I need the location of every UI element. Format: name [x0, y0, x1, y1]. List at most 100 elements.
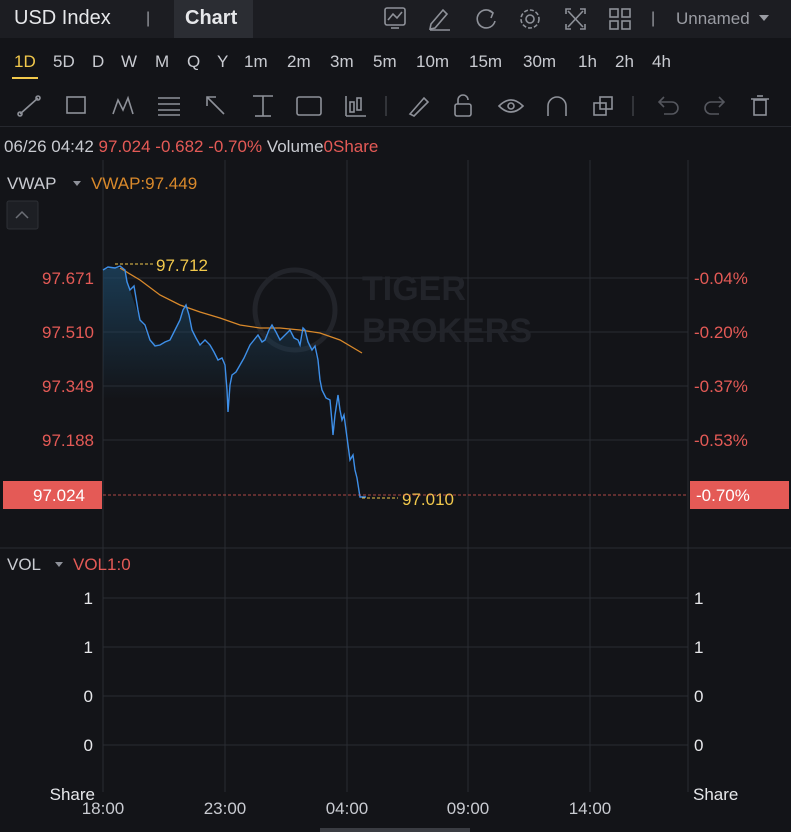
tool-redo[interactable] — [704, 96, 726, 115]
pct-tick-label: -0.53% — [694, 431, 748, 450]
info-line: 06/26 04:42 97.024 -0.682 -0.70% Volume0… — [4, 137, 378, 157]
high-label: 97.712 — [156, 256, 208, 275]
tool-pen[interactable] — [408, 96, 430, 117]
volume-tick-label: 0 — [84, 736, 93, 755]
volume-tick-label: 0 — [694, 687, 703, 706]
timeframe-button[interactable]: 10m — [416, 52, 450, 71]
info-price: 97.024 — [98, 137, 151, 156]
timeframe-button[interactable]: 1D — [14, 52, 36, 71]
tool-bars[interactable] — [345, 96, 366, 117]
volume-tick-label: 0 — [694, 736, 703, 755]
volume-dropdown[interactable] — [55, 562, 63, 567]
volume-tick-label: 1 — [84, 638, 93, 657]
tool-pattern[interactable] — [112, 95, 134, 115]
separator: | — [651, 10, 656, 27]
timeframe-button[interactable]: 5m — [373, 52, 397, 71]
layout-name[interactable]: Unnamed — [676, 9, 750, 28]
volume-indicator-name[interactable]: VOL — [7, 555, 41, 574]
pct-tick-label: -0.20% — [694, 323, 748, 342]
volume-indicator-value: VOL1:0 — [73, 555, 131, 574]
price-tick-label: 97.188 — [42, 431, 94, 450]
tool-measure[interactable] — [253, 95, 273, 117]
dropdown-arrow — [759, 15, 769, 21]
symbol-title: USD Index — [14, 7, 111, 29]
tool-rect[interactable] — [66, 96, 86, 114]
current-price-box — [3, 481, 102, 509]
timeframe-button[interactable]: 3m — [330, 52, 354, 71]
grid — [102, 160, 688, 792]
tool-fib[interactable] — [158, 97, 180, 116]
icon-settings[interactable] — [520, 9, 540, 29]
toolbar-icons — [17, 94, 769, 117]
timeframe-button[interactable]: 1h — [578, 52, 597, 71]
info-change-pct: -0.70% — [208, 137, 263, 156]
tool-arrow[interactable] — [206, 96, 225, 115]
scrollbar[interactable] — [320, 828, 470, 832]
info-volume-label: Volume — [266, 137, 324, 156]
tool-line[interactable] — [17, 95, 41, 117]
indicator-name[interactable]: VWAP — [7, 174, 56, 193]
timeframe-button[interactable]: D — [92, 52, 105, 71]
tool-magnet[interactable] — [547, 96, 567, 116]
separator: | — [146, 10, 151, 27]
indicator-dropdown[interactable] — [73, 181, 81, 186]
watermark: BROKERS — [362, 312, 532, 350]
chart-area: TIGER BROKERS 97.712 97.010 97.024 -0.70… — [0, 160, 791, 832]
icon-refresh[interactable] — [476, 9, 496, 29]
pct-tick-label: -0.04% — [694, 269, 748, 288]
price-line — [102, 265, 366, 498]
chart-tab[interactable]: Chart — [174, 0, 253, 38]
active-underline — [12, 77, 38, 79]
watermark: TIGER — [362, 270, 466, 308]
timeframe-button[interactable]: M — [155, 52, 170, 71]
collapse-icon — [15, 210, 29, 219]
tool-undo[interactable] — [657, 96, 679, 115]
icon-layout[interactable] — [609, 8, 631, 30]
time-tick-label: 04:00 — [326, 799, 369, 818]
timeframe-button[interactable]: Q — [187, 52, 201, 71]
icon-draw[interactable] — [428, 8, 450, 31]
timeframe-button[interactable]: Y — [217, 52, 229, 71]
price-tick-label: 97.671 — [42, 269, 94, 288]
volume-tick-label: 1 — [694, 589, 703, 608]
timeframe-button[interactable]: 4h — [652, 52, 671, 71]
low-label: 97.010 — [402, 490, 454, 509]
header-icons — [384, 7, 631, 31]
timeframe-button[interactable]: 2h — [615, 52, 634, 71]
tool-eye[interactable] — [497, 99, 525, 113]
header: USD Index | Chart | Unnamed — [0, 0, 791, 38]
pct-tick-label: -0.37% — [694, 377, 748, 396]
icon-indicators[interactable] — [384, 7, 406, 29]
volume-tick-label: 1 — [84, 589, 93, 608]
timeframe-button[interactable]: 5D — [53, 52, 75, 71]
tool-lock[interactable] — [454, 94, 472, 117]
timeframe-button[interactable]: 2m — [287, 52, 311, 71]
tool-text[interactable] — [296, 96, 322, 116]
toolbar — [0, 86, 791, 127]
timeframe-button[interactable]: 1m — [244, 52, 268, 71]
timeframe-button[interactable]: 30m — [523, 52, 557, 71]
volume-tick-label: 0 — [84, 687, 93, 706]
timeframe-button[interactable]: W — [121, 52, 138, 71]
price-tick-label: 97.510 — [42, 323, 94, 342]
info-volume: 0Share — [323, 137, 379, 156]
icon-fullscreen[interactable] — [565, 8, 586, 30]
time-tick-label: 18:00 — [82, 799, 125, 818]
timeframe-bar: 1D 5D D W M Q Y 1m 2m 3m 5m 10m 15m 30m 1h 2h 4h — [0, 44, 791, 80]
info-time: 06/26 04:42 — [4, 137, 94, 156]
volume-unit-right: Share — [693, 785, 738, 804]
current-pct-box — [690, 481, 789, 509]
current-pct: -0.70% — [696, 486, 750, 505]
chart-tab-label: Chart — [185, 7, 238, 29]
timeframe-button[interactable]: 15m — [469, 52, 503, 71]
time-tick-label: 23:00 — [204, 799, 247, 818]
price-tick-label: 97.349 — [42, 377, 94, 396]
time-tick-label: 14:00 — [569, 799, 612, 818]
collapse-button[interactable] — [6, 200, 39, 230]
tool-clone[interactable] — [593, 96, 613, 116]
tool-delete[interactable] — [751, 95, 769, 116]
volume-unit-left: Share — [50, 785, 95, 804]
time-tick-label: 09:00 — [447, 799, 490, 818]
info-change: -0.682 — [155, 137, 204, 156]
